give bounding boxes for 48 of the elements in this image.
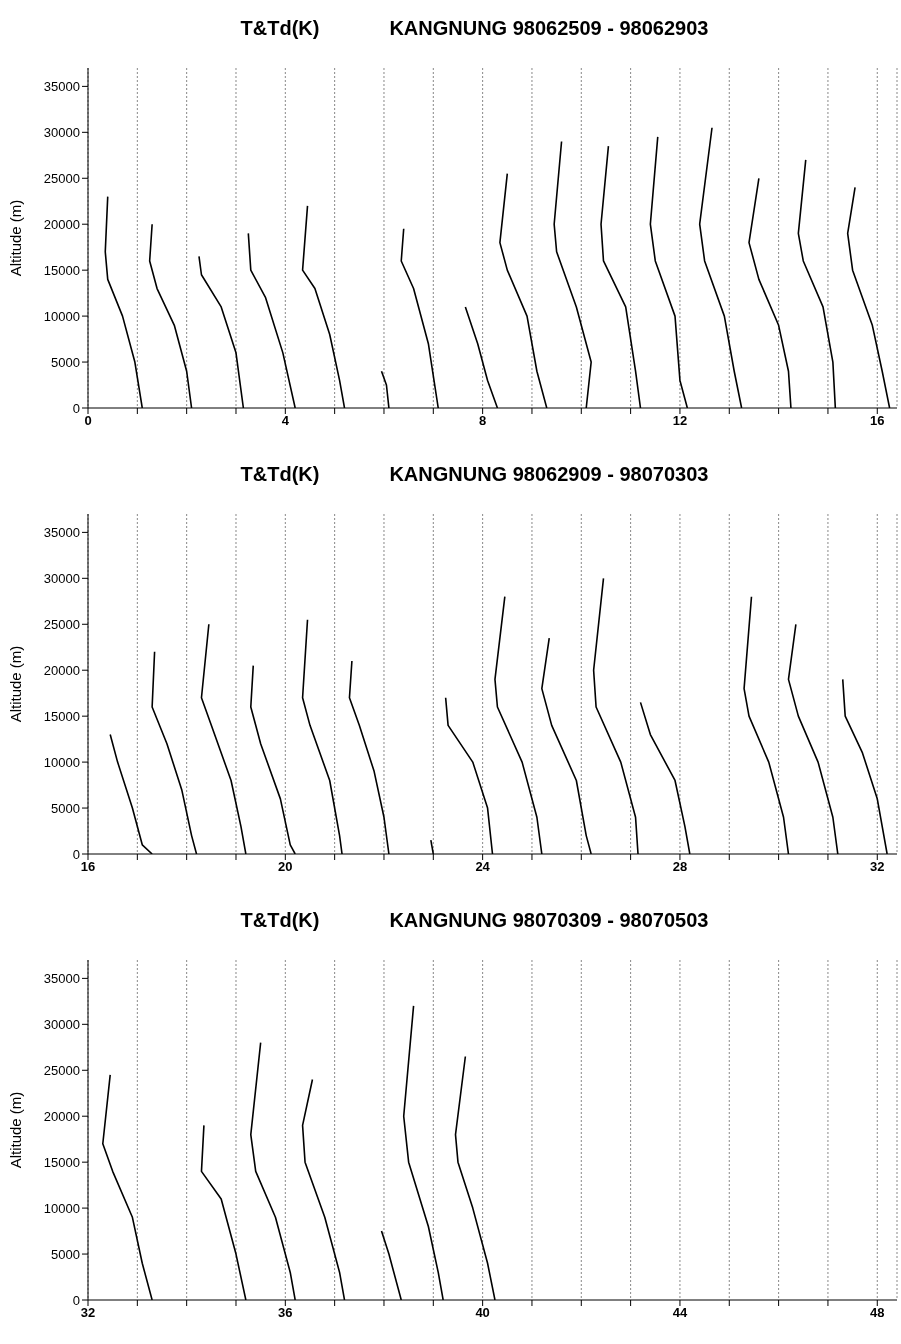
y-tick-label: 0 <box>72 1292 80 1308</box>
y-axis-title: Altitude (m) <box>7 645 25 723</box>
x-tick-label: 20 <box>278 859 293 875</box>
x-tick-label: 16 <box>870 413 885 429</box>
y-tick-label: 15000 <box>43 708 80 724</box>
y-tick-label: 35000 <box>43 970 80 986</box>
y-axis-title: Altitude (m) <box>7 199 25 277</box>
chart-subtitle: KANGNUNG 98070309 - 98070503 <box>389 908 709 932</box>
x-tick-label: 12 <box>672 413 688 429</box>
x-tick-label: 32 <box>870 859 885 875</box>
x-tick-label: 24 <box>475 859 491 875</box>
y-tick-label: 30000 <box>43 1016 80 1032</box>
y-tick-label: 35000 <box>43 524 80 540</box>
x-tick-label: 28 <box>672 859 688 875</box>
y-tick-label: 35000 <box>43 78 80 94</box>
chart-title: T&Td(K) <box>240 462 320 486</box>
y-tick-label: 25000 <box>43 1062 80 1078</box>
y-tick-label: 0 <box>72 846 80 862</box>
x-tick-label: 36 <box>278 1305 293 1321</box>
y-axis-title: Altitude (m) <box>7 1091 25 1169</box>
x-tick-label: 4 <box>281 413 290 429</box>
y-tick-label: 20000 <box>43 662 80 678</box>
x-tick-label: 0 <box>84 413 92 429</box>
x-tick-label: 16 <box>80 859 96 875</box>
y-tick-label: 10000 <box>43 1200 80 1216</box>
x-tick-label: 48 <box>870 1305 885 1321</box>
chart-subtitle: KANGNUNG 98062509 - 98062903 <box>389 16 709 40</box>
chart-title: T&Td(K) <box>240 908 320 932</box>
x-tick-label: 32 <box>80 1305 96 1321</box>
y-tick-label: 5000 <box>51 800 80 816</box>
x-tick-label: 8 <box>479 413 487 429</box>
chart-title: T&Td(K) <box>240 16 320 40</box>
y-tick-label: 30000 <box>43 124 80 140</box>
y-tick-label: 15000 <box>43 262 80 278</box>
x-tick-label: 44 <box>672 1305 688 1321</box>
y-tick-label: 15000 <box>43 1154 80 1170</box>
y-tick-label: 10000 <box>43 308 80 324</box>
y-tick-label: 10000 <box>43 754 80 770</box>
x-tick-label: 40 <box>475 1305 490 1321</box>
y-tick-label: 0 <box>72 400 80 416</box>
y-tick-label: 20000 <box>43 216 80 232</box>
y-tick-label: 25000 <box>43 170 80 186</box>
y-tick-label: 30000 <box>43 570 80 586</box>
y-tick-label: 5000 <box>51 354 80 370</box>
y-tick-label: 20000 <box>43 1108 80 1124</box>
chart-subtitle: KANGNUNG 98062909 - 98070303 <box>389 462 709 486</box>
y-tick-label: 5000 <box>51 1246 80 1262</box>
y-tick-label: 25000 <box>43 616 80 632</box>
